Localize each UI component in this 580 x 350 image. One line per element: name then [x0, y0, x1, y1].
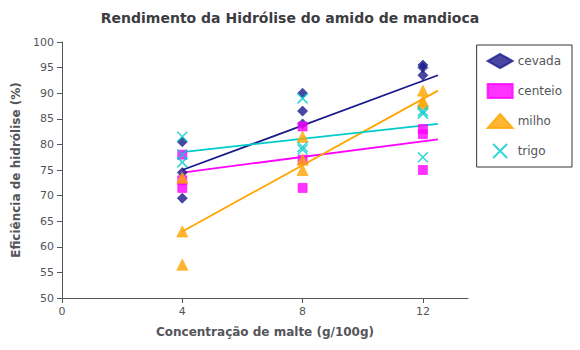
svg-text:Rendimento da Hidrólise do ami: Rendimento da Hidrólise do amido de mand… — [101, 10, 479, 26]
svg-text:70: 70 — [40, 189, 54, 202]
svg-text:4: 4 — [179, 305, 186, 318]
svg-text:centeio: centeio — [518, 84, 562, 98]
svg-text:75: 75 — [40, 164, 54, 177]
svg-text:90: 90 — [40, 87, 54, 100]
svg-text:8: 8 — [299, 305, 306, 318]
svg-text:Eficiência de hidrólise (%): Eficiência de hidrólise (%) — [9, 82, 23, 258]
svg-text:cevada: cevada — [518, 54, 561, 68]
svg-text:95: 95 — [40, 61, 54, 74]
svg-text:60: 60 — [40, 240, 54, 253]
svg-text:55: 55 — [40, 266, 54, 279]
svg-text:50: 50 — [40, 292, 54, 305]
svg-text:100: 100 — [33, 36, 54, 49]
svg-text:12: 12 — [416, 305, 430, 318]
svg-text:trigo: trigo — [518, 144, 546, 158]
svg-text:Concentração de malte (g/100g): Concentração de malte (g/100g) — [156, 325, 374, 339]
svg-text:65: 65 — [40, 215, 54, 228]
svg-text:80: 80 — [40, 138, 54, 151]
svg-text:milho: milho — [518, 114, 551, 128]
svg-text:85: 85 — [40, 112, 54, 125]
svg-text:0: 0 — [59, 305, 66, 318]
